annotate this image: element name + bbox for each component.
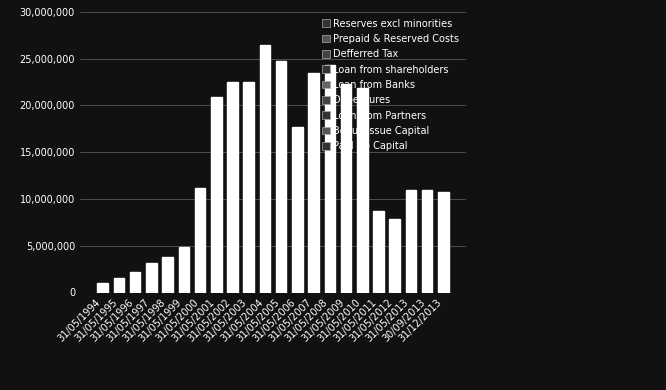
Bar [406,190,416,292]
Bar [292,127,302,292]
Bar [341,84,352,292]
Bar [114,278,125,292]
Bar [276,61,286,292]
Bar [260,45,270,292]
Bar [227,82,238,292]
Bar [178,246,189,292]
Bar [422,190,432,292]
Bar [373,211,384,292]
Bar [163,257,173,292]
Bar [244,82,254,292]
Bar [308,73,319,292]
Bar [438,192,449,292]
Legend: Reserves excl minorities, Prepaid & Reserved Costs, Defferred Tax, Loan from sha: Reserves excl minorities, Prepaid & Rese… [320,16,462,153]
Bar [324,65,335,292]
Bar [146,264,157,292]
Bar [390,218,400,292]
Bar [97,283,108,292]
Bar [194,188,205,292]
Bar [211,97,222,292]
Bar [357,87,368,292]
Bar [130,272,141,292]
